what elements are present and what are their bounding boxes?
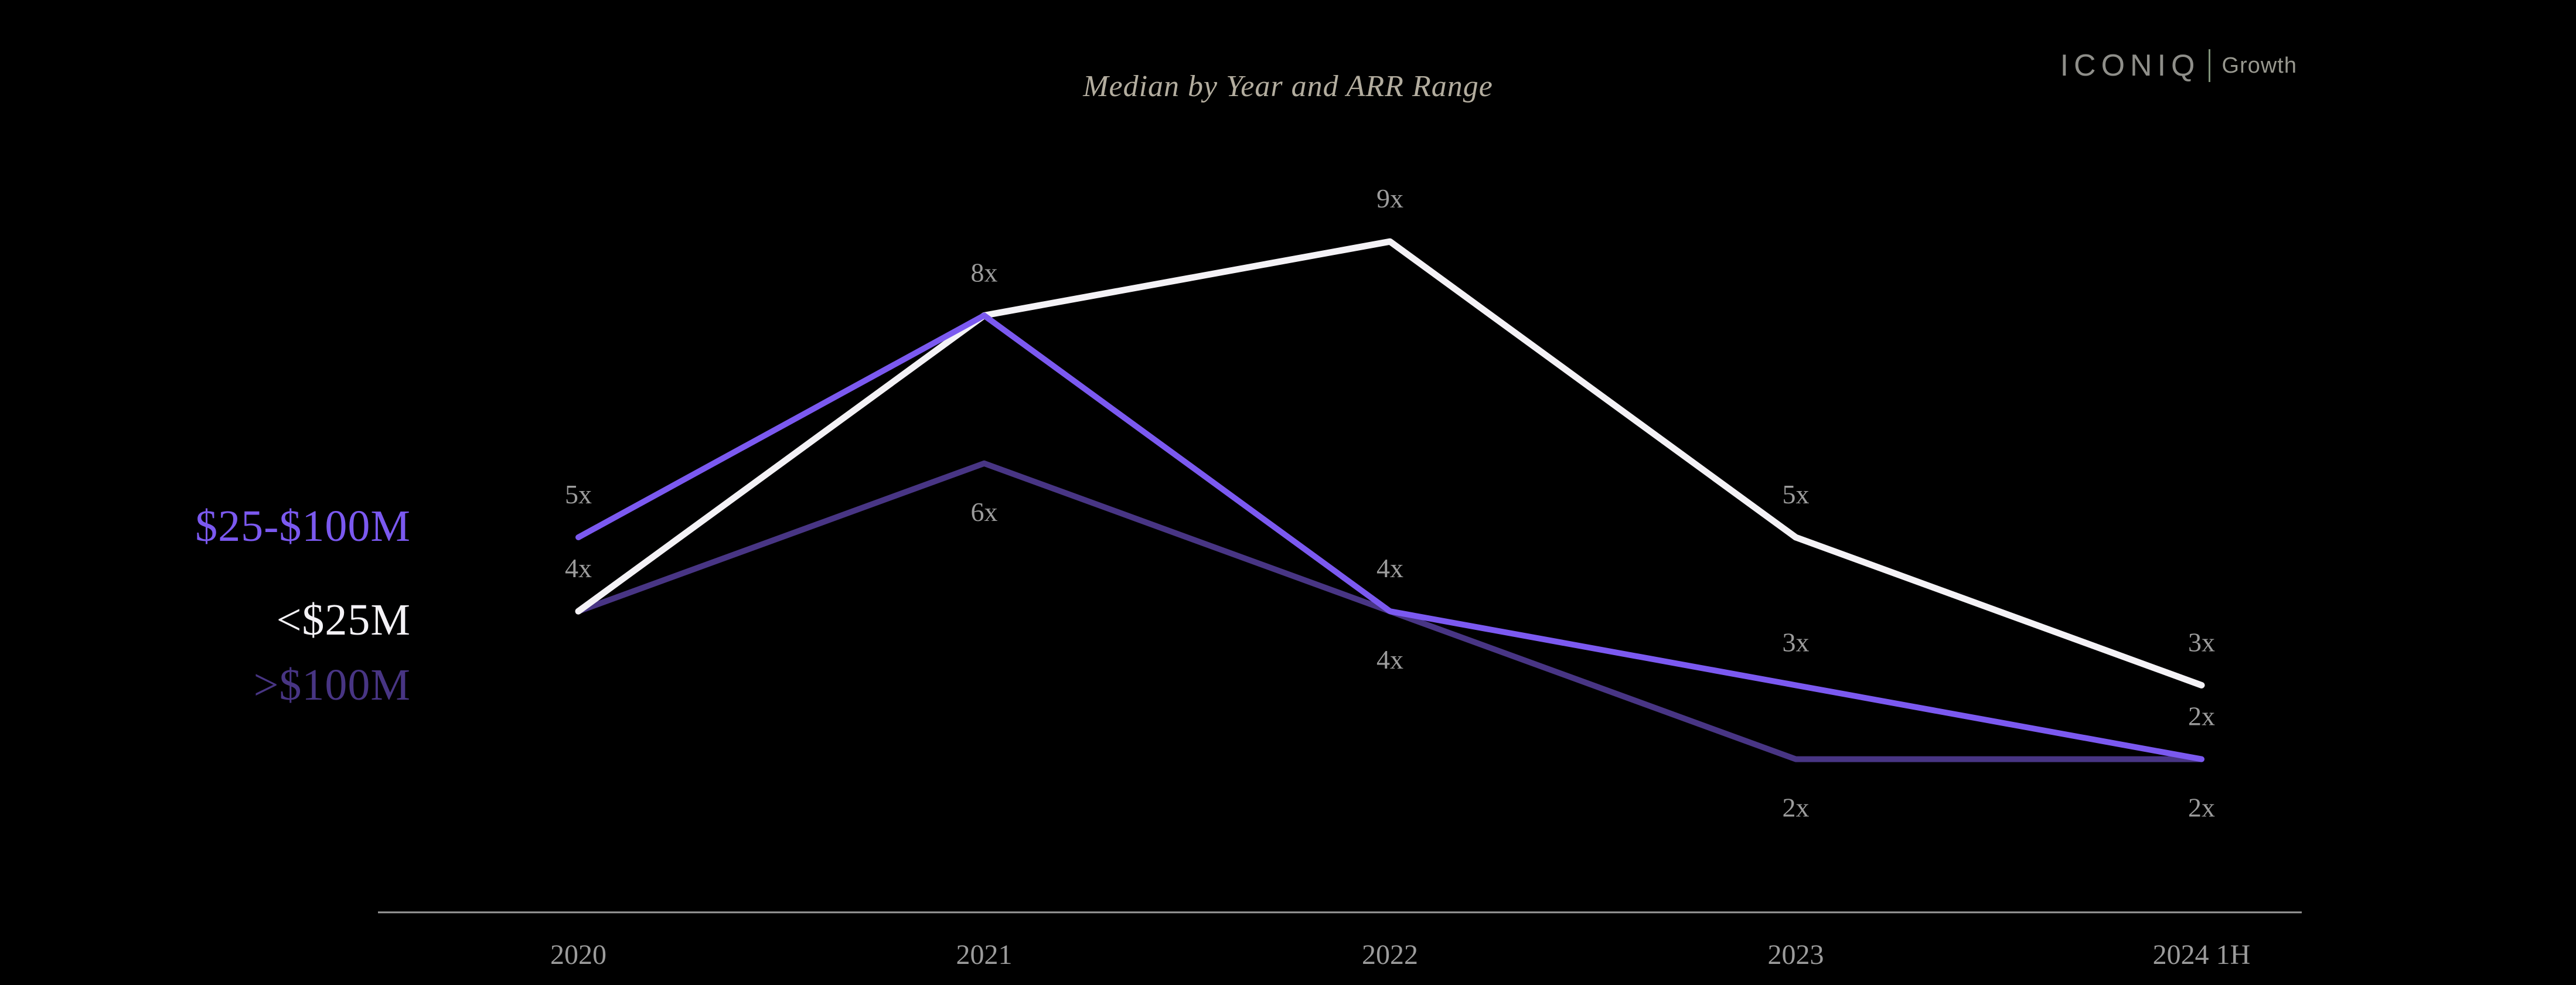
data-label: 4x <box>1376 645 1403 674</box>
data-label: 2x <box>2188 701 2215 731</box>
series-line-1 <box>575 312 2204 762</box>
legend-25-100m: $25-$100M <box>195 502 411 551</box>
x-axis-tick-label: 2022 <box>1362 939 1418 970</box>
chart-title: Median by Year and ARR Range <box>1083 70 1493 103</box>
data-label: 3x <box>2188 627 2215 657</box>
logo-divider <box>2208 49 2210 82</box>
data-label: 5x <box>565 479 592 509</box>
data-label: 2x <box>2188 793 2215 823</box>
x-axis-tick-label: 2021 <box>956 939 1013 970</box>
growth-wordmark: Growth <box>2221 53 2297 78</box>
legend-over-100m: >$100M <box>253 660 411 710</box>
data-label: 4x <box>565 553 592 583</box>
data-label: 9x <box>1376 183 1403 213</box>
x-axis-tick-label: 2024 1H <box>2153 939 2251 970</box>
data-label: 6x <box>971 497 998 527</box>
x-axis-tick-label: 2020 <box>550 939 606 970</box>
data-label: 2x <box>1783 793 1810 823</box>
iconiq-wordmark: ICONIQ <box>2060 49 2200 83</box>
data-label: 8x <box>971 257 998 287</box>
legend-under-25m: <$25M <box>276 595 411 645</box>
data-label: 5x <box>1783 479 1810 509</box>
series-legend: $25-$100M <$25M >$100M <box>0 0 411 985</box>
data-label: 3x <box>1783 627 1810 657</box>
data-label: 4x <box>1376 553 1403 583</box>
series-line-0 <box>575 238 2205 689</box>
x-axis-tick-label: 2023 <box>1768 939 1824 970</box>
iconiq-growth-logo: ICONIQ Growth <box>2060 48 2297 83</box>
